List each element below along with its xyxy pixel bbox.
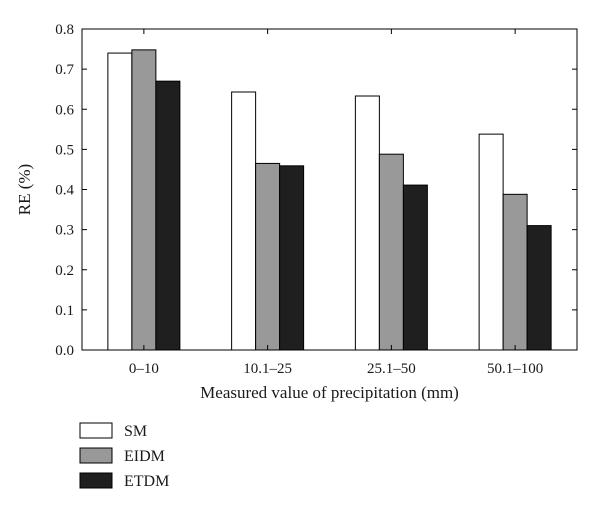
- y-tick-label: 0.7: [55, 62, 74, 78]
- legend-swatch-etdm: [79, 472, 113, 489]
- bar-etdm-3: [402, 184, 428, 351]
- x-tick-label: 50.1–100: [487, 361, 543, 377]
- legend: SM EIDM ETDM: [79, 422, 169, 490]
- x-tick-label: 0–10: [129, 361, 159, 377]
- bars-layer: [107, 49, 552, 351]
- bar-sm-4: [478, 133, 504, 351]
- bar-eidm-4: [502, 193, 528, 351]
- bar-eidm-1: [131, 49, 157, 351]
- legend-swatch-eidm: [79, 447, 113, 464]
- y-tick-label: 0.3: [55, 223, 74, 239]
- y-tick-label: 0.0: [55, 343, 74, 359]
- y-axis-label: RE (%): [15, 164, 34, 215]
- x-axis-label: Measured value of precipitation (mm): [200, 383, 459, 402]
- ticks-layer: 0.0 0.1 0.2 0.3 0.4 0.5 0.6 0.7 0.8 0–10 10.1–25 25…: [55, 22, 577, 377]
- y-tick-label: 0.8: [55, 22, 74, 38]
- bar-etdm-1: [155, 80, 181, 351]
- bar-sm-3: [354, 95, 380, 351]
- y-tick-label: 0.6: [55, 102, 74, 118]
- y-tick-label: 0.2: [55, 263, 74, 279]
- bar-eidm-2: [255, 162, 281, 351]
- y-tick-label: 0.5: [55, 142, 74, 158]
- legend-label-eidm: EIDM: [124, 448, 165, 465]
- bar-etdm-2: [279, 165, 305, 351]
- y-tick-label: 0.1: [55, 303, 74, 319]
- bar-sm-2: [231, 91, 257, 351]
- bar-eidm-3: [378, 153, 404, 351]
- legend-label-etdm: ETDM: [124, 473, 169, 490]
- bar-etdm-4: [526, 225, 552, 351]
- x-tick-label: 25.1–50: [367, 361, 416, 377]
- legend-swatch-sm: [79, 422, 113, 439]
- x-tick-label: 10.1–25: [243, 361, 292, 377]
- y-tick-label: 0.4: [55, 183, 74, 199]
- legend-label-sm: SM: [124, 423, 147, 440]
- bar-sm-1: [107, 52, 133, 351]
